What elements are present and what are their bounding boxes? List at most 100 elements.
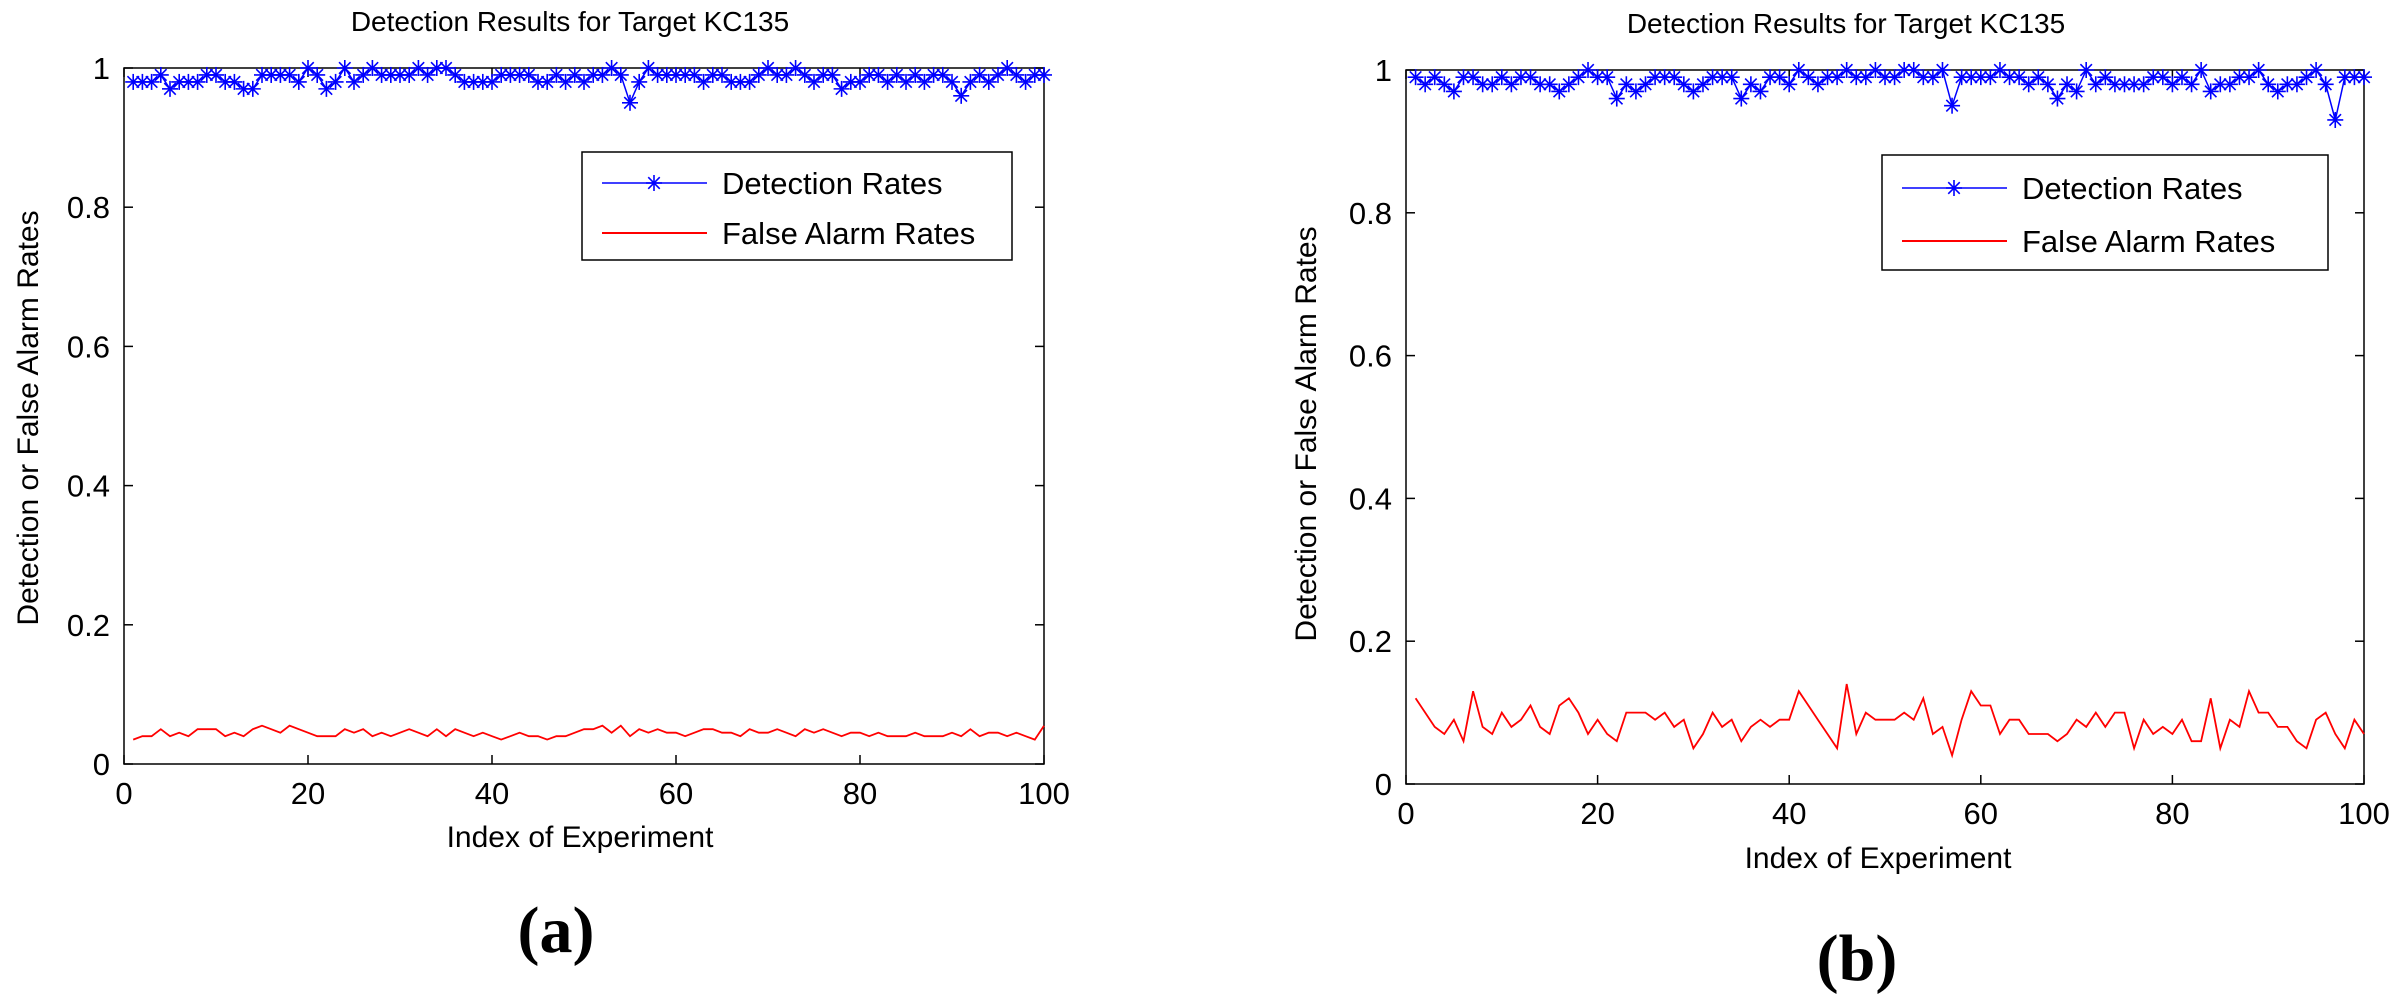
data-point-detection-rates [2011, 69, 2028, 86]
data-point-detection-rates [778, 66, 795, 83]
legend-star-marker [1946, 180, 1962, 196]
data-point-detection-rates [1618, 76, 1635, 93]
data-point-detection-rates [640, 60, 657, 76]
data-point-detection-rates [1790, 62, 1807, 78]
data-point-detection-rates [2327, 111, 2344, 128]
data-point-detection-rates [1493, 69, 1510, 86]
data-point-detection-rates [2221, 76, 2238, 93]
y-axis-label: Detection or False Alarm Rates [12, 210, 45, 625]
data-point-detection-rates [723, 73, 740, 90]
x-tick-label: 80 [843, 776, 877, 811]
data-point-detection-rates [1484, 76, 1501, 93]
data-point-detection-rates [879, 73, 896, 90]
x-axis-label: Index of Experiment [1745, 842, 2012, 875]
x-tick-label: 100 [1018, 776, 1070, 811]
data-point-detection-rates [2059, 76, 2076, 93]
panel-caption: (b) [1817, 922, 1898, 995]
data-point-detection-rates [649, 66, 666, 83]
series-line-false-alarm-rates [1414, 683, 2365, 759]
data-point-detection-rates [346, 73, 362, 90]
data-point-detection-rates [1445, 83, 1462, 100]
data-point-detection-rates [695, 73, 712, 90]
series-line-false-alarm-rates [132, 724, 1045, 741]
data-point-detection-rates [2049, 90, 2066, 107]
y-tick-label: 0.8 [1349, 196, 1392, 231]
x-ticks: 0 20 40 60 80 100 [1397, 70, 2390, 831]
data-point-detection-rates [1905, 62, 1922, 78]
data-point-detection-rates [714, 66, 730, 83]
data-point-detection-rates [1800, 69, 1817, 86]
data-point-detection-rates [769, 66, 786, 83]
data-point-detection-rates [309, 66, 326, 83]
data-point-detection-rates [1017, 73, 1034, 90]
data-point-detection-rates [401, 66, 418, 83]
data-point-detection-rates [1560, 76, 1577, 93]
data-point-detection-rates [290, 73, 307, 90]
x-tick-label: 20 [1580, 796, 1614, 831]
legend-label-false-alarm: False Alarm Rates [2022, 224, 2275, 259]
panel-caption: (a) [518, 894, 595, 967]
data-point-detection-rates [704, 66, 721, 83]
data-point-detection-rates [281, 66, 298, 83]
plot-area [123, 67, 1045, 765]
x-tick-label: 60 [659, 776, 693, 811]
data-point-detection-rates [318, 80, 335, 97]
data-point-detection-rates [2260, 76, 2277, 93]
data-point-detection-rates [2087, 76, 2104, 93]
data-point-detection-rates [557, 73, 574, 90]
data-point-detection-rates [1026, 66, 1043, 83]
y-tick-label: 0.2 [1349, 624, 1392, 659]
data-point-detection-rates [971, 66, 988, 83]
data-point-detection-rates [953, 87, 970, 104]
data-point-detection-rates [419, 66, 436, 83]
data-point-detection-rates [1436, 76, 1453, 93]
panel-b: Detection Results for Target KC135 Index… [1290, 8, 2390, 995]
data-point-detection-rates [189, 73, 206, 90]
data-point-detection-rates [1637, 76, 1654, 93]
legend-label-detection: Detection Rates [2022, 171, 2243, 206]
data-point-detection-rates [1953, 69, 1970, 86]
data-point-detection-rates [1694, 76, 1711, 93]
data-point-detection-rates [2356, 69, 2372, 86]
data-point-detection-rates [1838, 62, 1855, 78]
data-point-detection-rates [2154, 69, 2171, 86]
data-point-detection-rates [539, 73, 556, 90]
data-point-detection-rates [1781, 76, 1798, 93]
data-point-detection-rates [2288, 76, 2305, 93]
chart-title: Detection Results for Target KC135 [1627, 8, 2065, 39]
data-point-detection-rates [2097, 69, 2114, 86]
legend-marker-detection [1946, 180, 1962, 196]
legend-star-marker [646, 175, 662, 191]
x-tick-label: 40 [475, 776, 509, 811]
data-point-detection-rates [2298, 69, 2315, 86]
data-point-detection-rates [2202, 83, 2219, 100]
x-ticks: 0 20 40 60 80 100 [115, 68, 1070, 811]
data-point-detection-rates [1608, 90, 1625, 107]
x-tick-label: 0 [1397, 796, 1414, 831]
legend: Detection Rates False Alarm Rates [1881, 154, 2329, 271]
data-point-detection-rates [686, 66, 703, 83]
data-point-detection-rates [796, 66, 813, 83]
data-point-detection-rates [1417, 76, 1434, 93]
legend-box [1881, 154, 2329, 271]
legend-label-detection: Detection Rates [722, 166, 943, 201]
data-point-detection-rates [668, 66, 684, 83]
data-point-detection-rates [2212, 76, 2229, 93]
data-point-detection-rates [612, 66, 629, 83]
data-point-detection-rates [2030, 69, 2047, 86]
data-point-detection-rates [300, 60, 316, 76]
data-point-detection-rates [2193, 62, 2210, 78]
data-point-detection-rates [1455, 69, 1472, 86]
data-point-detection-rates [806, 73, 822, 90]
data-point-detection-rates [833, 80, 850, 97]
data-point-detection-rates [934, 66, 951, 83]
legend: Detection Rates False Alarm Rates [581, 151, 1013, 261]
x-tick-label: 100 [2338, 796, 2390, 831]
data-point-detection-rates [787, 60, 804, 76]
data-point-detection-rates [2145, 69, 2162, 86]
data-point-detection-rates [1771, 69, 1788, 86]
data-point-detection-rates [438, 60, 454, 76]
data-point-detection-rates [2039, 76, 2056, 93]
data-point-detection-rates [622, 94, 638, 111]
